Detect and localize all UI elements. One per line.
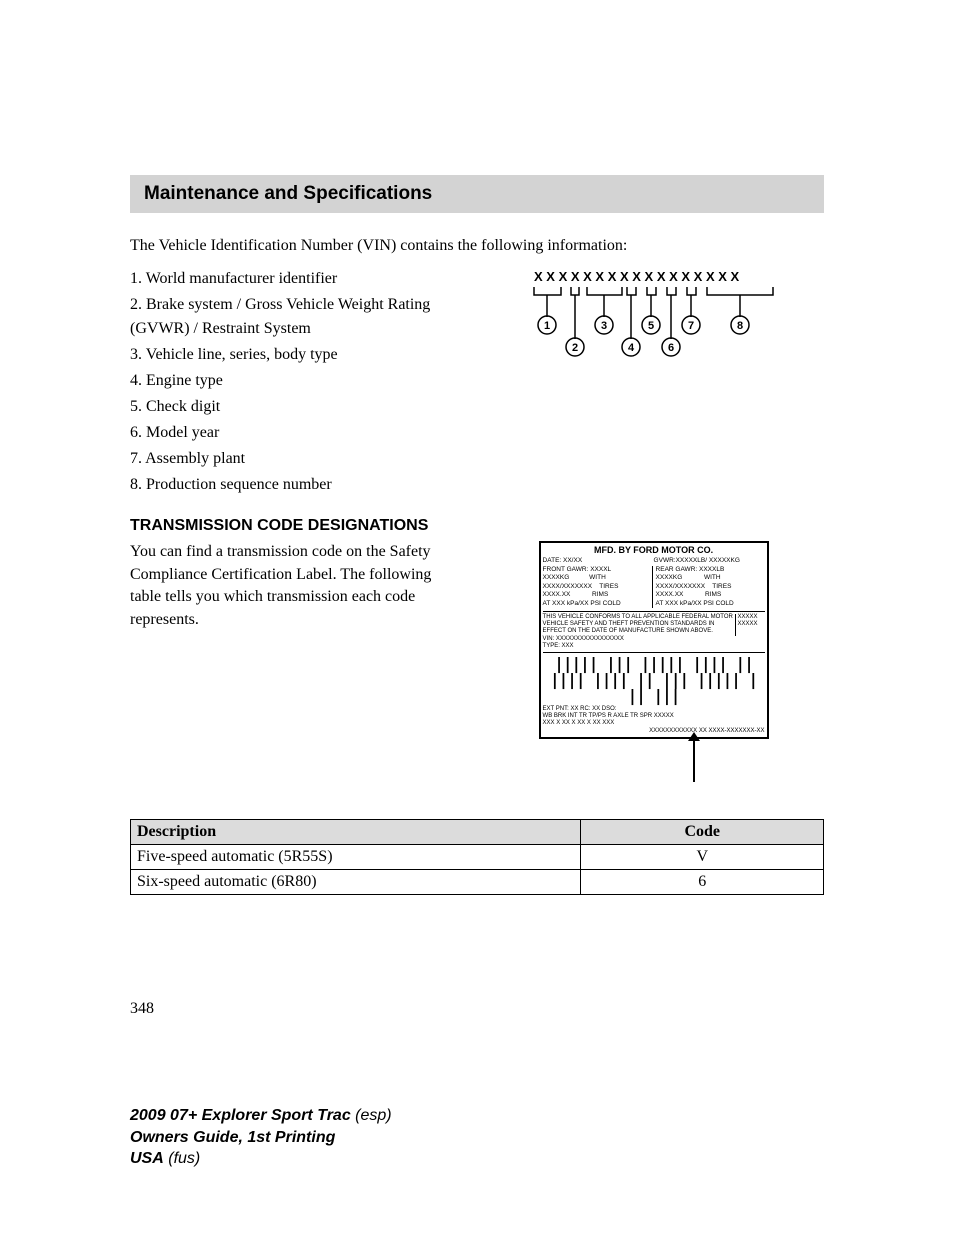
intro-paragraph: The Vehicle Identification Number (VIN) … bbox=[130, 235, 824, 257]
label-text: XXXXKG bbox=[656, 574, 683, 581]
table-cell: Six-speed automatic (6R80) bbox=[131, 869, 581, 894]
transmission-heading: TRANSMISSION CODE DESIGNATIONS bbox=[130, 517, 824, 535]
table-header: Description bbox=[131, 819, 581, 844]
vin-item: 7. Assembly plant bbox=[130, 447, 463, 471]
label-text: TIRES bbox=[712, 583, 731, 590]
label-rear-gawr: REAR GAWR: XXXXLB bbox=[652, 566, 765, 574]
vin-item: 2. Brake system / Gross Vehicle Weight R… bbox=[130, 293, 463, 341]
label-text: RIMS bbox=[705, 591, 721, 598]
vin-num: 4 bbox=[627, 342, 634, 354]
label-text: XXX X XX X XX X XX XXX bbox=[543, 720, 765, 727]
vin-item: 1. World manufacturer identifier bbox=[130, 267, 463, 291]
vin-item: 3. Vehicle line, series, body type bbox=[130, 343, 463, 367]
vin-num: 6 bbox=[667, 342, 673, 354]
footer-code: (fus) bbox=[168, 1150, 200, 1167]
label-text: RIMS bbox=[592, 591, 608, 598]
label-text: XXXXXXXXXXXX XX XXXX-XXXXXXX-XX bbox=[543, 728, 765, 735]
vin-num: 2 bbox=[571, 342, 577, 354]
certification-label: MFD. BY FORD MOTOR CO. DATE: XX/XX GVWR:… bbox=[539, 541, 769, 738]
table-cell: Five-speed automatic (5R55S) bbox=[131, 844, 581, 869]
label-text: XXXX.XX bbox=[543, 591, 571, 598]
label-text: AT XXX kPa/XX PSI COLD bbox=[543, 600, 652, 608]
footer: 2009 07+ Explorer Sport Trac (esp) Owner… bbox=[130, 1105, 392, 1170]
label-text: XXXX/XXXXXXX bbox=[656, 583, 706, 590]
label-text: XXXXX bbox=[738, 621, 765, 628]
label-text: TIRES bbox=[599, 583, 618, 590]
table-header: Code bbox=[581, 819, 824, 844]
label-vin: VIN: XXXXXXXXXXXXXXXXX bbox=[543, 636, 765, 643]
label-text: WB BRK INT TR TP/PS R AXLE TR SPR XXXXX bbox=[543, 713, 765, 720]
vin-item: 4. Engine type bbox=[130, 369, 463, 393]
vin-section: 1. World manufacturer identifier 2. Brak… bbox=[130, 267, 824, 499]
vin-item: 5. Check digit bbox=[130, 395, 463, 419]
vin-num: 5 bbox=[647, 320, 653, 332]
pointer-line bbox=[693, 737, 695, 782]
label-text: WITH bbox=[704, 574, 721, 581]
footer-guide: Owners Guide, 1st Printing bbox=[130, 1127, 392, 1149]
table-cell: V bbox=[581, 844, 824, 869]
label-front-gawr: FRONT GAWR: XXXXL bbox=[543, 566, 652, 574]
footer-model: 2009 07+ Explorer Sport Trac bbox=[130, 1107, 351, 1124]
label-text: AT XXX kPa/XX PSI COLD bbox=[652, 600, 765, 608]
label-text: XXXXX bbox=[738, 614, 765, 621]
label-text: THIS VEHICLE CONFORMS TO ALL APPLICABLE … bbox=[543, 614, 735, 636]
transmission-table: Description Code Five-speed automatic (5… bbox=[130, 819, 824, 895]
barcode: ||||| ||| ||||| |||| || |||| |||| || |||… bbox=[543, 656, 765, 704]
label-text: XXXXKG bbox=[543, 574, 570, 581]
label-text: WITH bbox=[589, 574, 606, 581]
label-text: EXT PNT: XX RC: XX DSO: bbox=[543, 706, 765, 713]
footer-code: (esp) bbox=[355, 1107, 391, 1124]
header-bar: Maintenance and Specifications bbox=[130, 175, 824, 213]
footer-region: USA bbox=[130, 1150, 164, 1167]
vin-num: 3 bbox=[600, 320, 606, 332]
table-row: Six-speed automatic (6R80) 6 bbox=[131, 869, 824, 894]
page-title: Maintenance and Specifications bbox=[144, 183, 810, 205]
label-text: XXXX.XX bbox=[656, 591, 684, 598]
vin-num: 8 bbox=[736, 320, 742, 332]
label-title: MFD. BY FORD MOTOR CO. bbox=[543, 545, 765, 555]
vin-num: 1 bbox=[543, 320, 549, 332]
label-gvwr: GVWR:XXXXXLB/ XXXXXKG bbox=[654, 557, 765, 565]
table-row: Five-speed automatic (5R55S) V bbox=[131, 844, 824, 869]
page-number: 348 bbox=[130, 1000, 154, 1018]
table-cell: 6 bbox=[581, 869, 824, 894]
compliance-text: THIS VEHICLE CONFORMS TO ALL APPLICABLE … bbox=[543, 611, 765, 653]
transmission-paragraph: You can find a transmission code on the … bbox=[130, 541, 463, 631]
label-type: TYPE: XXX bbox=[543, 643, 765, 650]
vin-list: 1. World manufacturer identifier 2. Brak… bbox=[130, 267, 463, 497]
label-date: DATE: XX/XX bbox=[543, 557, 654, 565]
vin-item: 6. Model year bbox=[130, 421, 463, 445]
vin-pattern: X X X X X X X X X X X X X X X X X bbox=[534, 269, 740, 284]
vin-item: 8. Production sequence number bbox=[130, 473, 463, 497]
transmission-section: You can find a transmission code on the … bbox=[130, 541, 824, 788]
label-bottom: EXT PNT: XX RC: XX DSO: WB BRK INT TR TP… bbox=[543, 706, 765, 735]
vin-diagram: X X X X X X X X X X X X X X X X X 1 bbox=[529, 267, 779, 377]
label-text: XXXX/XXXXXXX bbox=[543, 583, 593, 590]
vin-num: 7 bbox=[687, 320, 693, 332]
